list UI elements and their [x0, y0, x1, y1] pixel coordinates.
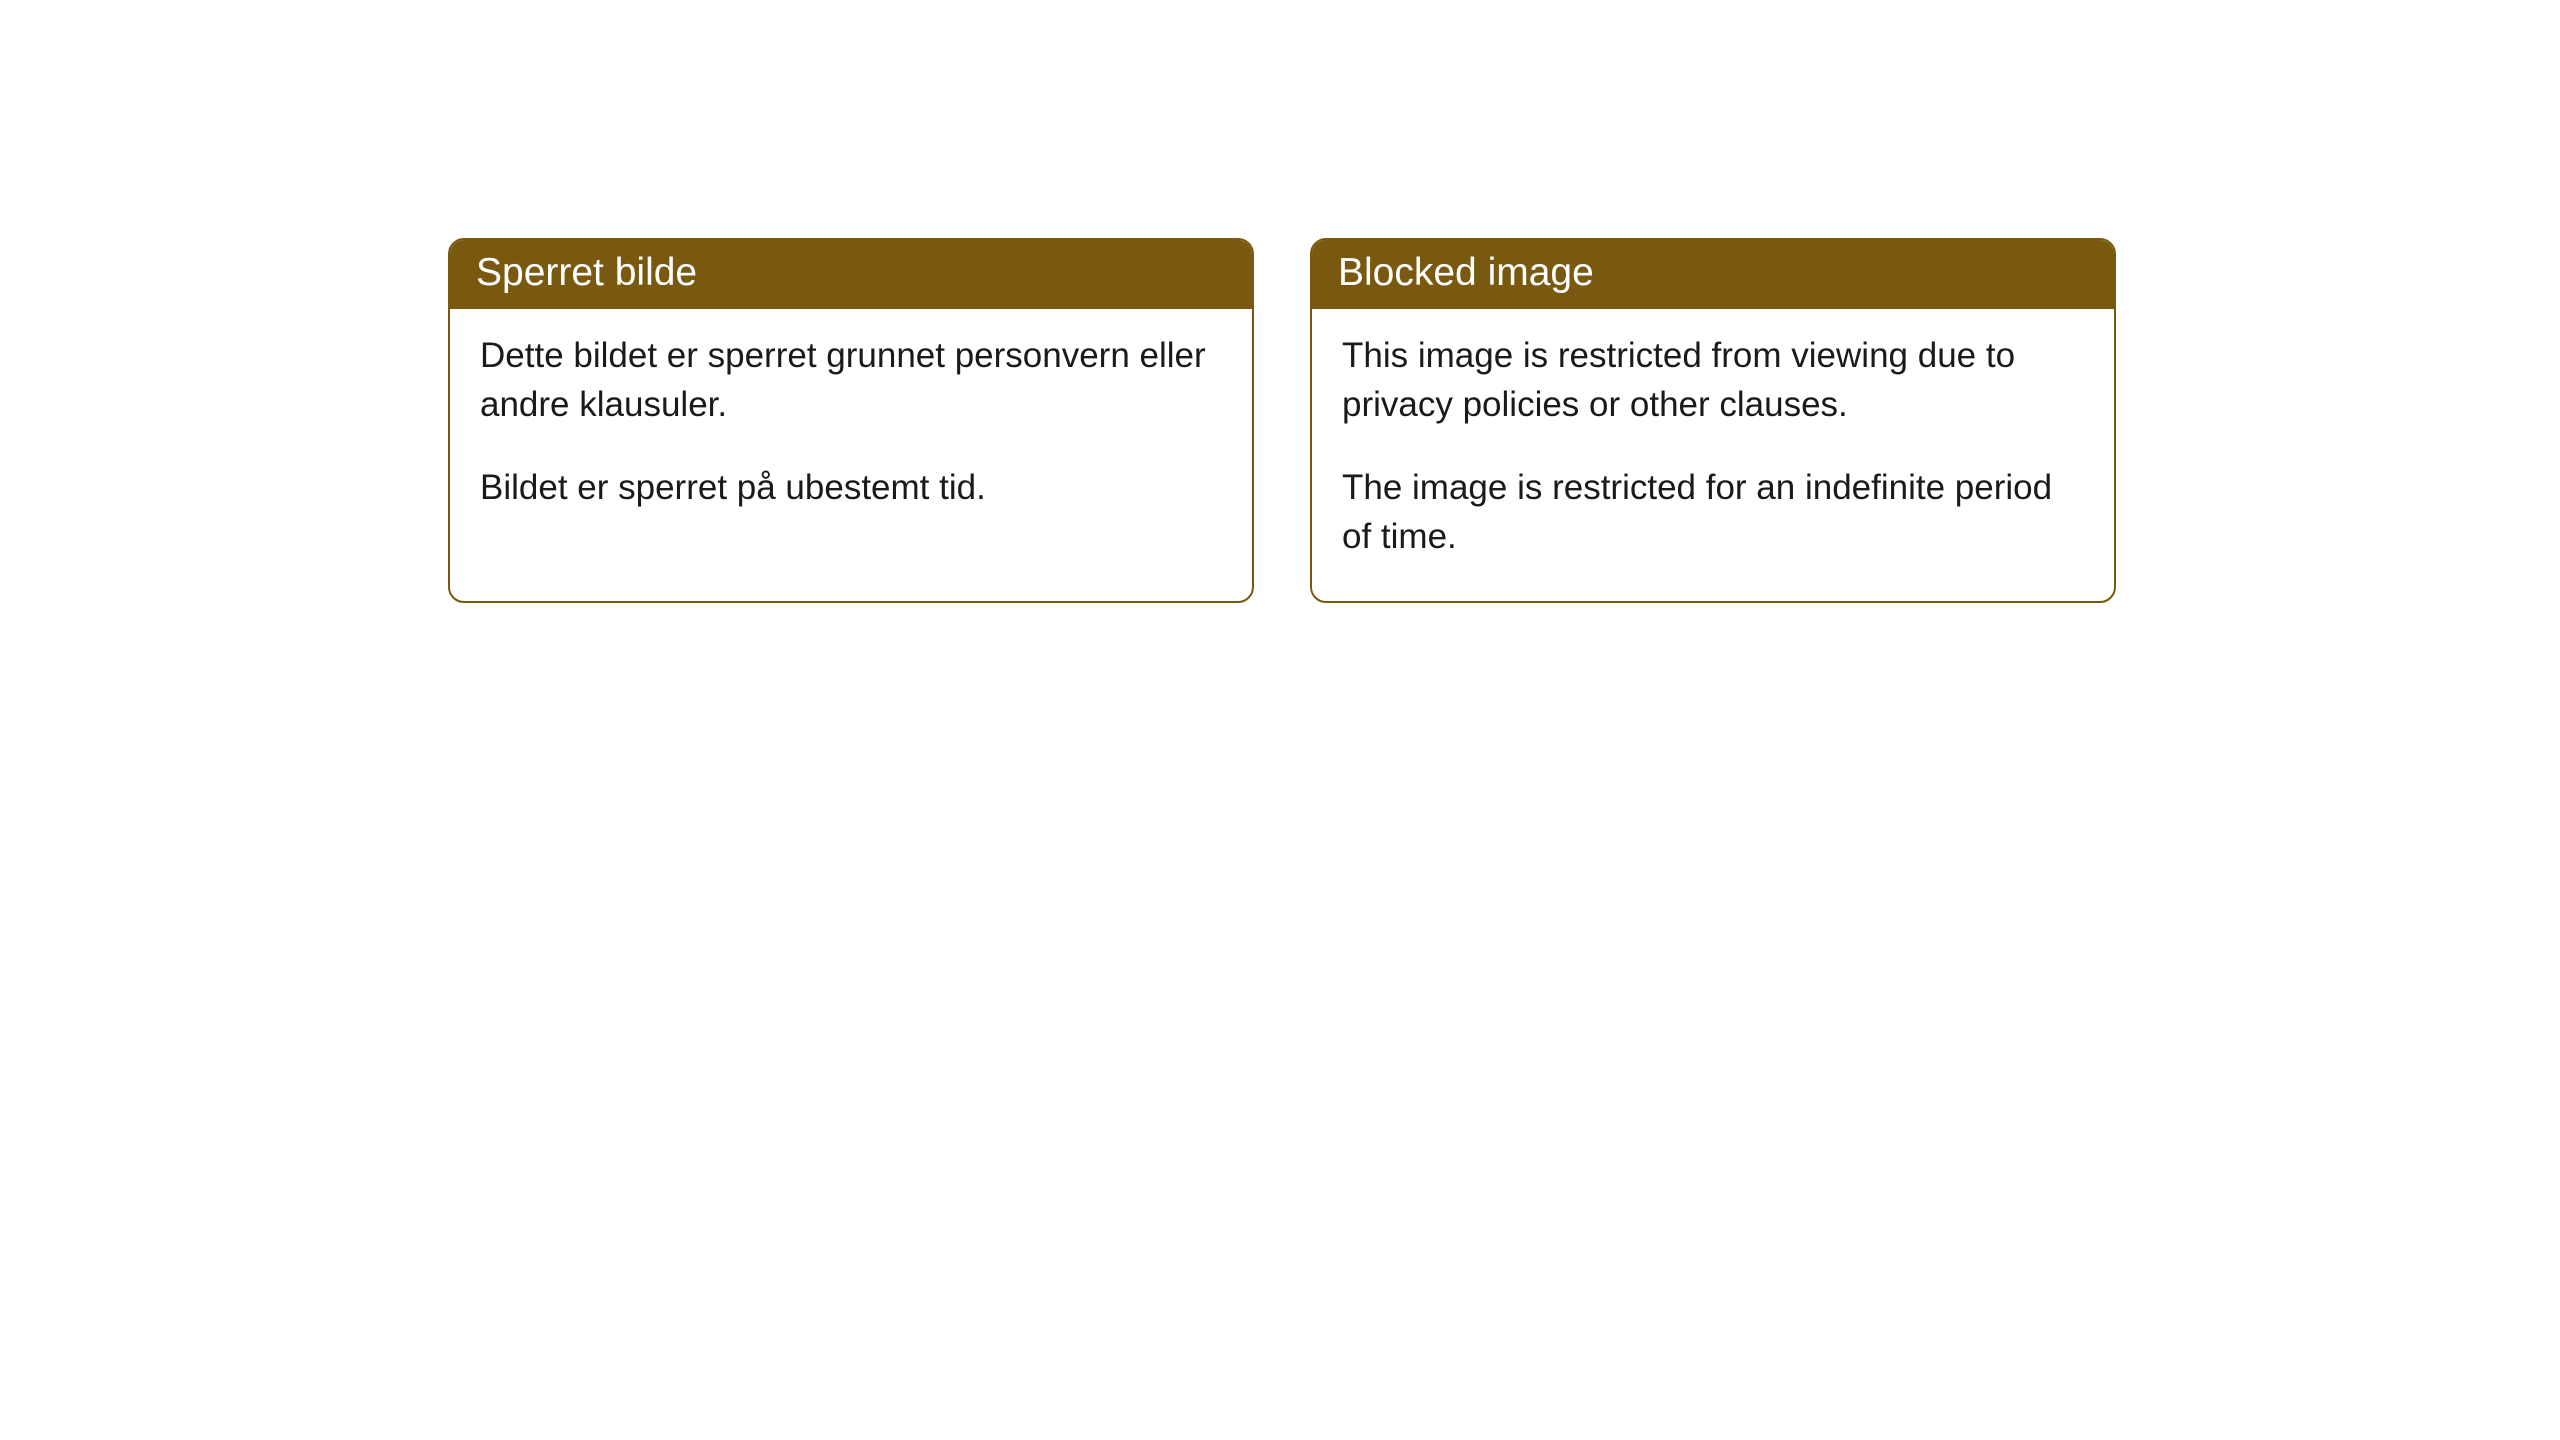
card-paragraph: The image is restricted for an indefinit… — [1342, 463, 2084, 561]
card-body: Dette bildet er sperret grunnet personve… — [450, 309, 1252, 552]
card-paragraph: Dette bildet er sperret grunnet personve… — [480, 331, 1222, 429]
card-header: Blocked image — [1312, 240, 2114, 309]
blocked-image-card-norwegian: Sperret bilde Dette bildet er sperret gr… — [448, 238, 1254, 603]
card-paragraph: Bildet er sperret på ubestemt tid. — [480, 463, 1222, 512]
blocked-image-card-english: Blocked image This image is restricted f… — [1310, 238, 2116, 603]
card-header: Sperret bilde — [450, 240, 1252, 309]
notice-cards-container: Sperret bilde Dette bildet er sperret gr… — [0, 0, 2560, 603]
card-body: This image is restricted from viewing du… — [1312, 309, 2114, 601]
card-paragraph: This image is restricted from viewing du… — [1342, 331, 2084, 429]
